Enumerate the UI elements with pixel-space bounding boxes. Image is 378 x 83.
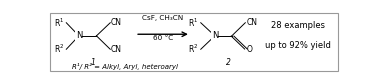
Text: 2: 2 [226,58,231,66]
Text: 60 °C: 60 °C [153,35,173,41]
Text: N: N [212,31,218,40]
Text: CN: CN [246,18,257,27]
Text: R$^1$: R$^1$ [188,17,198,29]
Text: 28 examples: 28 examples [271,21,325,30]
Text: R$^2$: R$^2$ [188,43,198,55]
Text: CN: CN [111,18,122,27]
Text: CN: CN [111,45,122,54]
Text: R¹/ R² = Alkyl, Aryl, heteroaryl: R¹/ R² = Alkyl, Aryl, heteroaryl [72,63,178,70]
Text: up to 92% yield: up to 92% yield [265,41,331,50]
Text: N: N [76,31,82,40]
Text: R$^2$: R$^2$ [54,43,64,55]
Text: 1: 1 [90,58,95,66]
Text: CsF, CH₃CN: CsF, CH₃CN [142,15,183,21]
Text: R$^1$: R$^1$ [54,17,64,29]
FancyBboxPatch shape [50,13,338,71]
Text: O: O [247,45,253,54]
